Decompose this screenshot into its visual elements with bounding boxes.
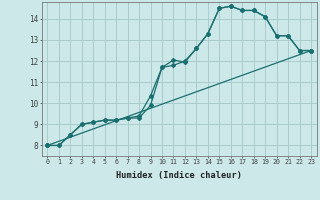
X-axis label: Humidex (Indice chaleur): Humidex (Indice chaleur): [116, 171, 242, 180]
